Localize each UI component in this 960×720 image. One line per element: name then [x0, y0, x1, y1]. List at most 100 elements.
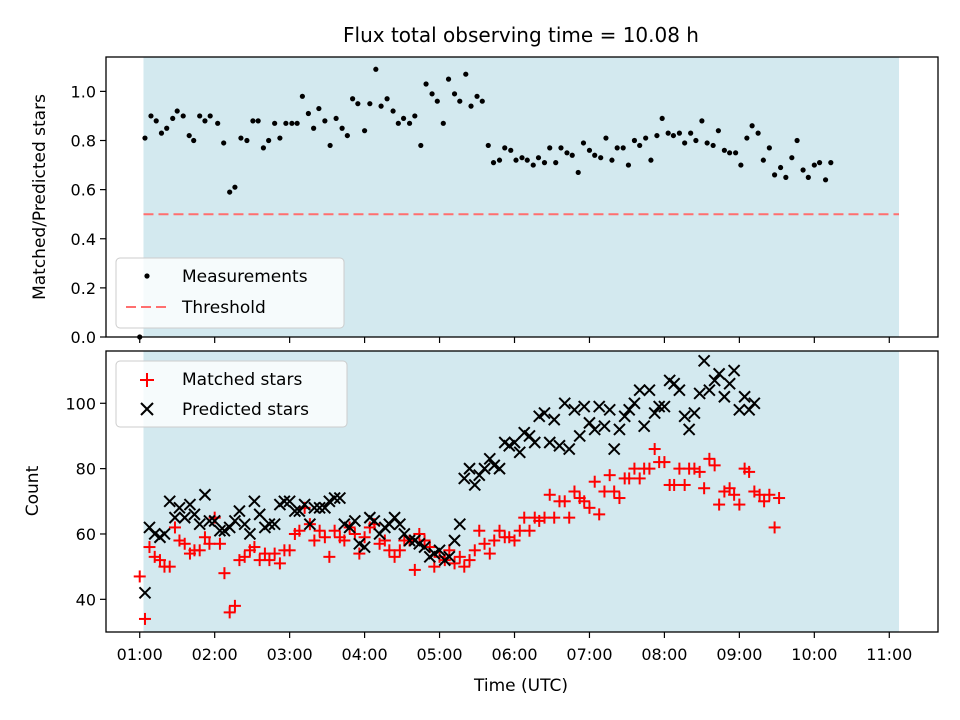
predicted-star-point	[403, 534, 416, 547]
predicted-star-point	[648, 406, 661, 420]
matched-star-point	[548, 511, 561, 524]
measurement-point	[625, 162, 632, 168]
predicted-star-point	[607, 442, 621, 456]
measurement-point	[558, 145, 564, 151]
top-y-ticks: 0.0 0.2 0.4 0.6 0.8 1.0	[71, 82, 106, 347]
measurement-point	[643, 135, 649, 141]
measurement-point	[333, 115, 339, 122]
predicted-star-point	[618, 410, 631, 423]
measurement-point	[665, 130, 671, 136]
measurement-point	[227, 189, 233, 195]
measurement-point	[603, 135, 609, 141]
predicted-star-point	[453, 517, 466, 531]
measurement-point	[682, 140, 688, 146]
matched-star-point	[623, 472, 636, 485]
measurement-point	[400, 115, 407, 122]
predicted-star-point	[633, 384, 646, 397]
matched-star-point	[743, 465, 756, 478]
top-panel: 0.0 0.2 0.4 0.6 0.8 1.0 Matched/Predicted sta…	[30, 56, 939, 347]
measurement-point	[609, 157, 615, 163]
matched-star-point	[238, 550, 251, 563]
matched-star-point	[613, 492, 626, 505]
measurement-point	[648, 157, 654, 163]
predicted-star-point	[528, 436, 541, 449]
legend-predicted-marker	[140, 402, 154, 416]
matched-star-point	[708, 459, 721, 472]
measurement-point	[451, 91, 458, 97]
predicted-star-point	[652, 400, 666, 413]
predicted-star-point	[588, 423, 601, 436]
predicted-star-point	[433, 544, 446, 557]
matched-star-point	[388, 550, 401, 563]
top-legend: Measurements Threshold	[115, 257, 345, 329]
measurement-point	[816, 160, 823, 166]
measurement-point	[272, 120, 278, 126]
measurement-point	[429, 91, 435, 97]
matched-star-point	[493, 524, 506, 537]
y-tick-label: 40	[76, 590, 96, 609]
measurement-point	[485, 142, 491, 149]
predicted-star-point	[658, 400, 671, 413]
matched-star-point	[578, 495, 591, 508]
y-tick-label: 0.8	[71, 132, 96, 151]
measurement-point	[519, 155, 525, 161]
measurement-point	[586, 147, 593, 153]
matched-star-point	[703, 452, 716, 465]
predicted-star-point	[712, 367, 726, 381]
y-tick-label: 0.0	[71, 328, 96, 347]
matched-star-point	[593, 508, 606, 521]
matched-star-point	[378, 534, 391, 547]
predicted-star-point	[188, 508, 201, 521]
predicted-star-point	[738, 390, 751, 403]
measurement-point	[305, 110, 311, 117]
measurement-point	[524, 157, 530, 163]
measurement-point	[215, 120, 221, 126]
measurement-point	[659, 115, 665, 122]
predicted-star-point	[243, 527, 257, 541]
measurement-point	[828, 160, 834, 166]
measurement-point	[541, 160, 548, 166]
predicted-star-point	[238, 517, 251, 531]
matched-star-point	[273, 557, 286, 570]
measurement-point	[186, 132, 192, 139]
matched-star-point	[203, 537, 216, 550]
measurement-point	[620, 145, 626, 151]
matched-star-point	[223, 606, 236, 619]
predicted-star-point	[313, 501, 326, 515]
legend-predicted-label: Predicted stars	[182, 400, 309, 420]
matched-star-point	[678, 478, 691, 491]
matched-star-point	[178, 537, 191, 550]
matched-star-point	[453, 550, 466, 563]
matched-star-point	[773, 492, 786, 505]
top-y-axis-label: Matched/Predicted stars	[30, 94, 50, 300]
measurement-point	[344, 132, 350, 139]
measurement-point	[490, 160, 497, 166]
measurement-point	[479, 98, 485, 104]
measurement-point	[508, 147, 514, 153]
measurement-point	[699, 118, 705, 124]
matched-star-point	[408, 563, 421, 576]
predicted-star-point	[628, 397, 641, 410]
measurement-point	[361, 128, 368, 134]
measurement-point	[727, 150, 733, 156]
measurement-point	[592, 152, 598, 158]
measurement-point	[164, 125, 170, 131]
top-points	[137, 66, 834, 340]
predicted-star-point	[298, 498, 311, 511]
measurement-point	[255, 118, 261, 124]
y-tick-label: 60	[76, 525, 96, 544]
matched-star-point	[168, 521, 181, 534]
measurement-point	[755, 130, 761, 136]
matched-star-point	[568, 485, 581, 498]
measurement-point	[535, 155, 542, 161]
measurement-point	[721, 147, 727, 153]
measurement-point	[580, 140, 587, 146]
matched-star-point	[693, 465, 706, 478]
matched-star-point	[308, 534, 321, 547]
matched-star-point	[483, 547, 496, 560]
measurement-point	[710, 142, 716, 149]
predicted-star-point	[208, 514, 221, 528]
matched-star-point	[558, 495, 571, 508]
matched-star-point	[603, 469, 616, 482]
matched-star-point	[728, 488, 741, 501]
